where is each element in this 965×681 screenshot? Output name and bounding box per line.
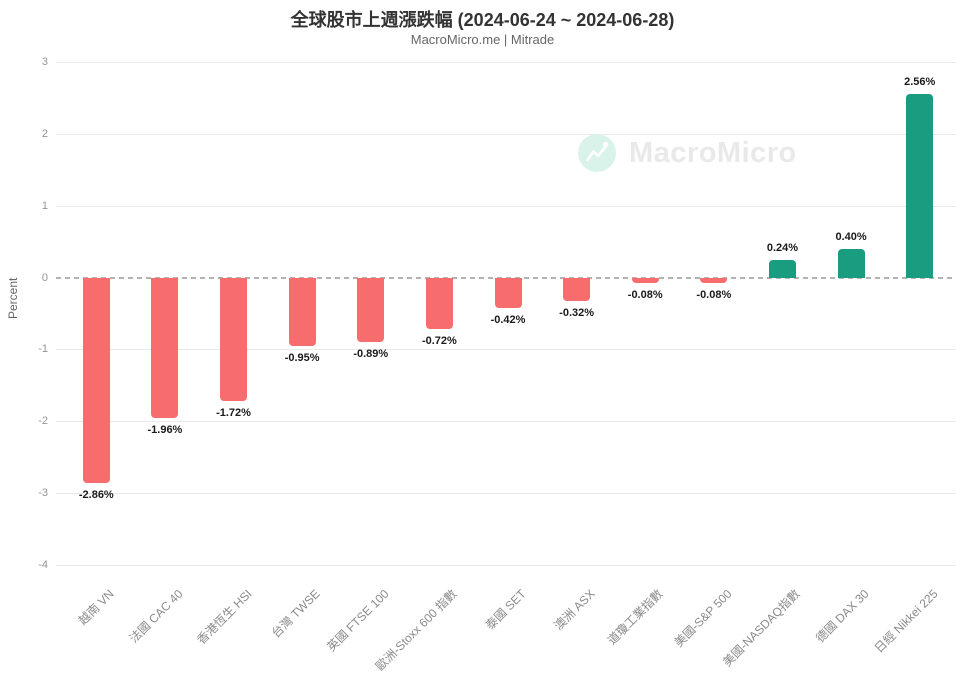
bar[interactable] [494, 277, 522, 308]
bar-value-label: -0.72% [421, 335, 457, 348]
bar[interactable] [631, 277, 659, 284]
gridline [56, 349, 956, 351]
gridline [56, 62, 956, 63]
watermark-text: MacroMicro [629, 137, 797, 169]
bar-value-label: -0.42% [490, 313, 526, 326]
y-tick-label: -2 [38, 415, 48, 428]
bar[interactable] [768, 260, 796, 278]
chart-subtitle: MacroMicro.me | Mitrade [410, 32, 555, 47]
bar-value-label: -0.08% [627, 289, 663, 302]
watermark: MacroMicro [578, 134, 797, 172]
bar-value-label: 0.24% [766, 242, 799, 255]
bar[interactable] [151, 277, 179, 419]
y-tick-label: -3 [38, 487, 48, 500]
y-tick-label: 1 [41, 199, 48, 212]
bar[interactable] [82, 277, 110, 484]
macromicro-logo-icon [578, 134, 616, 172]
bar[interactable] [837, 248, 865, 278]
gridline [56, 133, 956, 135]
gridline [56, 493, 956, 495]
gridline [56, 421, 956, 423]
bar-value-label: 0.40% [835, 230, 867, 243]
bar-value-label: -1.72% [216, 407, 251, 420]
bar[interactable] [906, 93, 934, 278]
chart-title: 全球股市上週漲跌幅 (2024-06-24 ~ 2024-06-28) [290, 10, 675, 30]
bar[interactable] [563, 277, 591, 301]
y-tick-label: -1 [38, 343, 48, 356]
bar[interactable] [288, 277, 316, 346]
y-axis-title: Percent [6, 277, 20, 319]
bar-value-label: -1.96% [147, 424, 183, 437]
bar[interactable] [425, 277, 453, 330]
bar[interactable] [220, 277, 248, 402]
bar[interactable] [700, 277, 728, 284]
y-tick-label: -4 [38, 559, 48, 571]
gridline [56, 205, 956, 207]
y-tick-label: 2 [41, 127, 48, 140]
bar-value-label: -2.86% [78, 489, 114, 502]
bar[interactable] [357, 277, 385, 342]
y-tick-label: 0 [41, 271, 48, 284]
bar-value-label: 2.56% [904, 75, 936, 88]
bar-value-label: -0.95% [284, 351, 320, 364]
y-tick-label: 3 [41, 56, 48, 68]
gridline [56, 565, 956, 566]
bar-value-label: -0.89% [353, 347, 389, 360]
bar-value-label: -0.08% [696, 289, 732, 302]
bar-value-label: -0.32% [559, 306, 595, 319]
